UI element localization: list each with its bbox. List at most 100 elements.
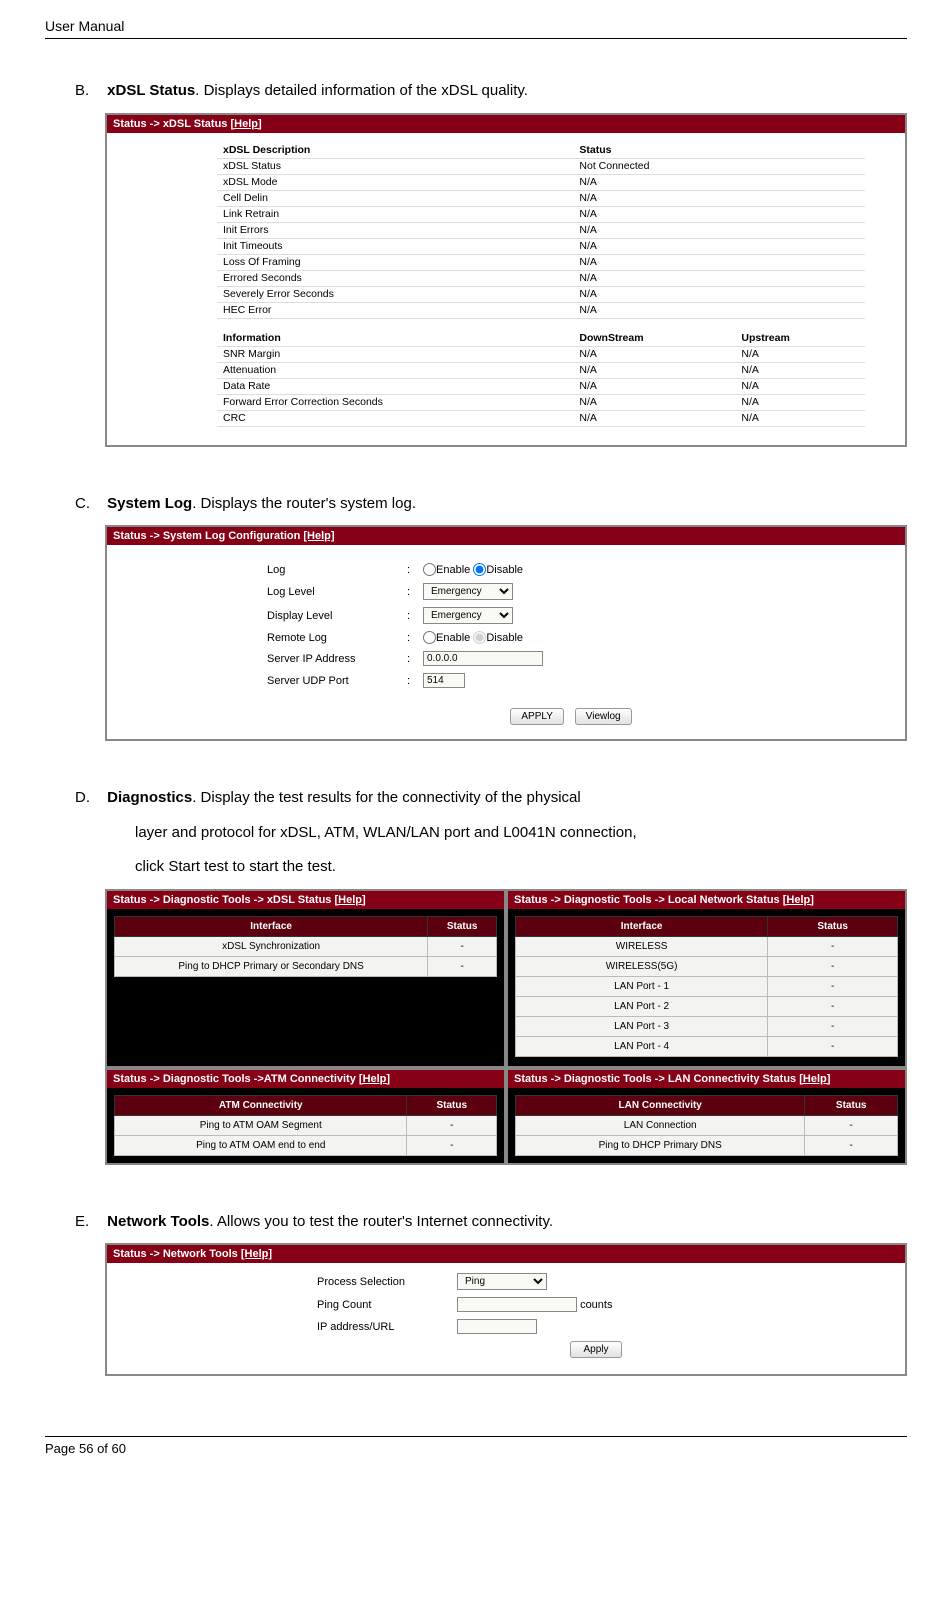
table-cell: Loss Of Framing <box>217 254 573 270</box>
remote-enable-radio[interactable] <box>423 631 436 644</box>
ip-url-input[interactable] <box>457 1319 537 1334</box>
section-title: Diagnostics <box>107 789 192 806</box>
help-link[interactable]: [Help] <box>334 894 365 906</box>
table-cell: - <box>428 936 497 956</box>
table-cell: - <box>768 1036 898 1056</box>
table-cell: CRC <box>217 410 573 426</box>
table-cell: N/A <box>573 190 865 206</box>
table-cell: N/A <box>573 206 865 222</box>
table-cell: - <box>428 956 497 976</box>
table-cell: N/A <box>573 410 735 426</box>
section-title: System Log <box>107 495 192 512</box>
log-level-select[interactable]: Emergency <box>423 583 513 600</box>
table-cell: N/A <box>573 378 735 394</box>
col-up: Upstream <box>735 331 865 347</box>
help-link[interactable]: [Help] <box>799 1073 830 1085</box>
apply-button[interactable]: APPLY <box>510 708 564 725</box>
label-process: Process Selection <box>317 1276 457 1288</box>
table-cell: - <box>407 1115 497 1135</box>
log-disable-radio[interactable] <box>473 563 486 576</box>
ping-count-input[interactable] <box>457 1297 577 1312</box>
table-cell: SNR Margin <box>217 346 573 362</box>
help-link[interactable]: [Help] <box>359 1073 390 1085</box>
display-level-select[interactable]: Emergency <box>423 607 513 624</box>
section-letter: C. <box>75 487 103 522</box>
section-desc: . Display the test results for the conne… <box>192 789 581 806</box>
section-system-log: C. System Log. Displays the router's sys… <box>75 487 907 742</box>
table-cell: N/A <box>735 362 865 378</box>
section-title: xDSL Status <box>107 82 195 99</box>
section-network-tools: E. Network Tools. Allows you to test the… <box>75 1205 907 1377</box>
label-serverip: Server IP Address <box>267 653 407 665</box>
table-cell: xDSL Status <box>217 158 573 174</box>
table-cell: N/A <box>573 362 735 378</box>
section-cont: layer and protocol for xDSL, ATM, WLAN/L… <box>135 816 907 851</box>
table-cell: - <box>768 1016 898 1036</box>
table-cell: Ping to DHCP Primary or Secondary DNS <box>115 956 428 976</box>
log-enable-radio[interactable] <box>423 563 436 576</box>
label-displevel: Display Level <box>267 610 407 622</box>
section-title: Network Tools <box>107 1213 209 1230</box>
col-info: Information <box>217 331 573 347</box>
network-tools-panel: Status -> Network Tools [Help] Process S… <box>105 1243 907 1376</box>
label-serverport: Server UDP Port <box>267 675 407 687</box>
table-cell: N/A <box>573 254 865 270</box>
table-cell: N/A <box>573 346 735 362</box>
xdsl-breadcrumb: Status -> xDSL Status [Help] <box>107 115 905 133</box>
table-cell: - <box>768 936 898 956</box>
table-cell: LAN Port - 4 <box>516 1036 768 1056</box>
section-xdsl-status: B. xDSL Status. Displays detailed inform… <box>75 74 907 447</box>
table-cell: Errored Seconds <box>217 270 573 286</box>
table-cell: N/A <box>573 286 865 302</box>
diag-xdsl-panel: Status -> Diagnostic Tools -> xDSL Statu… <box>105 889 506 1068</box>
section-cont: click Start test to start the test. <box>135 850 907 885</box>
table-cell: Link Retrain <box>217 206 573 222</box>
table-cell: Not Connected <box>573 158 865 174</box>
table-cell: - <box>768 996 898 1016</box>
table-cell: Ping to ATM OAM end to end <box>115 1135 407 1155</box>
table-cell: LAN Connection <box>516 1115 805 1135</box>
col-down: DownStream <box>573 331 735 347</box>
table-cell: Ping to DHCP Primary DNS <box>516 1135 805 1155</box>
table-cell: Cell Delin <box>217 190 573 206</box>
diag-lan-panel: Status -> Diagnostic Tools -> LAN Connec… <box>506 1068 907 1165</box>
syslog-panel: Status -> System Log Configuration [Help… <box>105 525 907 741</box>
label-ip: IP address/URL <box>317 1321 457 1333</box>
col-status: Status <box>573 143 865 159</box>
table-cell: N/A <box>735 394 865 410</box>
table-cell: WIRELESS <box>516 936 768 956</box>
server-port-input[interactable] <box>423 673 465 688</box>
process-select[interactable]: Ping <box>457 1273 547 1290</box>
remote-disable-radio[interactable] <box>473 631 486 644</box>
help-link[interactable]: [Help] <box>303 530 334 542</box>
apply-button[interactable]: Apply <box>570 1341 621 1358</box>
table-cell: - <box>768 956 898 976</box>
table-cell: N/A <box>573 270 865 286</box>
label-log: Log <box>267 564 407 576</box>
table-cell: - <box>407 1135 497 1155</box>
table-cell: WIRELESS(5G) <box>516 956 768 976</box>
label-remote: Remote Log <box>267 632 407 644</box>
server-ip-input[interactable] <box>423 651 543 666</box>
viewlog-button[interactable]: Viewlog <box>575 708 632 725</box>
diag-atm-panel: Status -> Diagnostic Tools ->ATM Connect… <box>105 1068 506 1165</box>
help-link[interactable]: [Help] <box>230 118 261 130</box>
table-cell: N/A <box>735 346 865 362</box>
help-link[interactable]: [Help] <box>241 1248 272 1260</box>
table-cell: Init Errors <box>217 222 573 238</box>
table-cell: Data Rate <box>217 378 573 394</box>
page-footer: Page 56 of 60 <box>45 1436 907 1456</box>
section-desc: . Allows you to test the router's Intern… <box>209 1213 553 1230</box>
section-desc: . Displays detailed information of the x… <box>195 82 528 99</box>
table-cell: xDSL Synchronization <box>115 936 428 956</box>
help-link[interactable]: [Help] <box>783 894 814 906</box>
section-letter: D. <box>75 781 103 816</box>
label-count: Ping Count <box>317 1299 457 1311</box>
table-cell: N/A <box>573 394 735 410</box>
table-cell: N/A <box>735 410 865 426</box>
section-letter: E. <box>75 1205 103 1240</box>
table-cell: xDSL Mode <box>217 174 573 190</box>
section-diagnostics: D. Diagnostics. Display the test results… <box>75 781 907 1165</box>
table-cell: Severely Error Seconds <box>217 286 573 302</box>
diag-local-panel: Status -> Diagnostic Tools -> Local Netw… <box>506 889 907 1068</box>
